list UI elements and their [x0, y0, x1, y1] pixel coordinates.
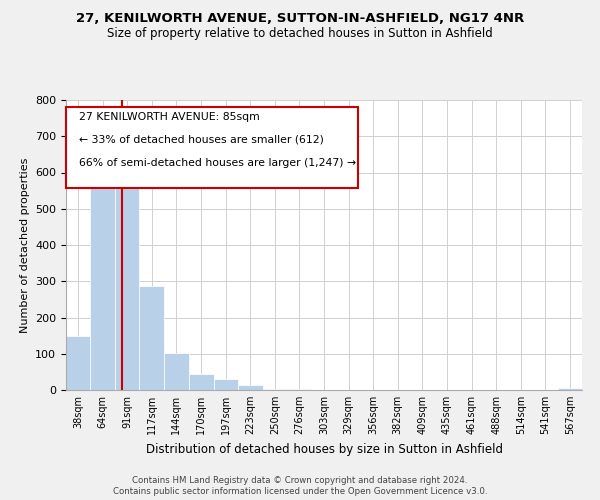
- Bar: [214, 379, 238, 390]
- Bar: [164, 354, 188, 390]
- Text: Size of property relative to detached houses in Sutton in Ashfield: Size of property relative to detached ho…: [107, 28, 493, 40]
- Text: ← 33% of detached houses are smaller (612): ← 33% of detached houses are smaller (61…: [79, 135, 324, 145]
- Bar: [263, 388, 287, 390]
- FancyBboxPatch shape: [66, 108, 358, 188]
- X-axis label: Distribution of detached houses by size in Sutton in Ashfield: Distribution of detached houses by size …: [146, 442, 503, 456]
- Text: 66% of semi-detached houses are larger (1,247) →: 66% of semi-detached houses are larger (…: [79, 158, 356, 168]
- Text: 27 KENILWORTH AVENUE: 85sqm: 27 KENILWORTH AVENUE: 85sqm: [79, 112, 260, 122]
- Bar: [139, 286, 164, 390]
- Text: Contains public sector information licensed under the Open Government Licence v3: Contains public sector information licen…: [113, 487, 487, 496]
- Bar: [115, 162, 139, 390]
- Bar: [287, 389, 312, 390]
- Y-axis label: Number of detached properties: Number of detached properties: [20, 158, 29, 332]
- Bar: [90, 161, 115, 390]
- Text: 27, KENILWORTH AVENUE, SUTTON-IN-ASHFIELD, NG17 4NR: 27, KENILWORTH AVENUE, SUTTON-IN-ASHFIEL…: [76, 12, 524, 26]
- Bar: [188, 374, 214, 390]
- Bar: [66, 336, 90, 390]
- Text: Contains HM Land Registry data © Crown copyright and database right 2024.: Contains HM Land Registry data © Crown c…: [132, 476, 468, 485]
- Bar: [238, 386, 263, 390]
- Bar: [558, 388, 582, 390]
